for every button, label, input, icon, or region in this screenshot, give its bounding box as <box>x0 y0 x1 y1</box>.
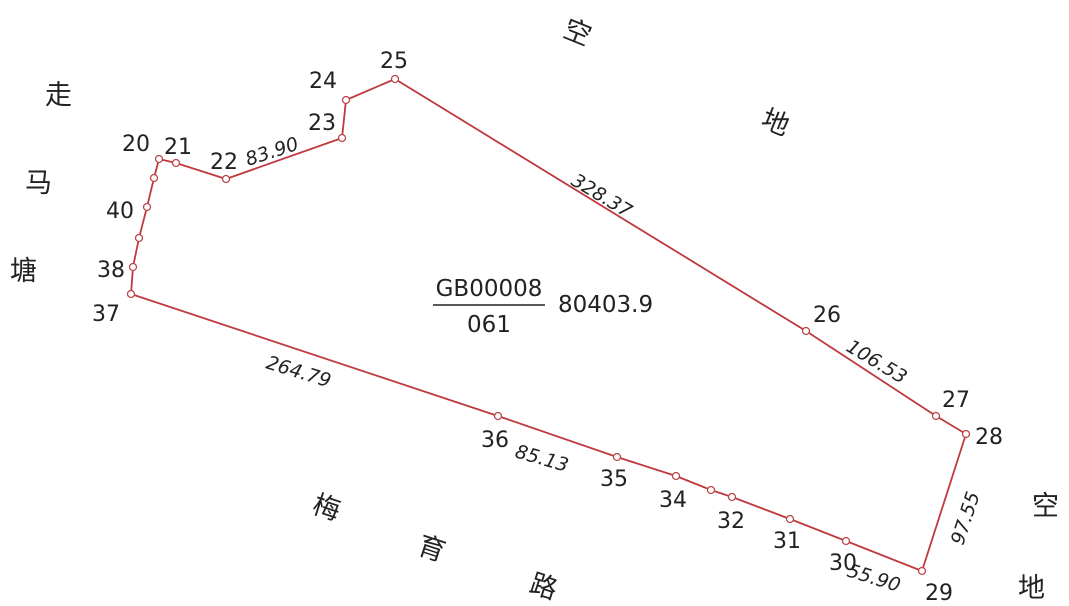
vertex-label-25: 25 <box>380 49 408 74</box>
vertex-label-31: 31 <box>773 529 801 554</box>
place-right-char-1: 空 <box>1032 491 1059 522</box>
vertex-markers <box>126 74 971 576</box>
vertex-marker-31 <box>785 514 795 524</box>
vertex-label-29: 29 <box>925 581 953 606</box>
vertex-marker-40 <box>142 202 152 212</box>
vertex-label-24: 24 <box>309 69 337 94</box>
edge-length-25-26: 328.37 <box>567 169 635 222</box>
vertex-label-20: 20 <box>122 132 150 157</box>
vertex-label-34: 34 <box>659 488 687 513</box>
vertex-marker-29 <box>917 566 927 576</box>
vertex-marker-35 <box>612 452 622 462</box>
parcel-number: 061 <box>467 312 511 338</box>
vertex-marker-24 <box>341 95 351 105</box>
vertex-labels: 20 21 22 23 24 25 26 27 28 29 30 31 32 3… <box>92 49 1003 606</box>
vertex-label-35: 35 <box>600 467 628 492</box>
vertex-label-30: 30 <box>829 551 857 576</box>
place-names: 走 马 塘 空 地 空 地 梅 育 路 <box>10 14 1059 606</box>
parcel-code: GB00008 <box>436 276 543 302</box>
place-top-char-1: 空 <box>559 14 596 53</box>
vertex-marker-30 <box>841 536 851 546</box>
edge-length-labels: 83.90 328.37 106.53 97.55 55.90 85.13 26… <box>243 133 985 597</box>
vertex-marker-38 <box>128 262 138 272</box>
vertex-label-27: 27 <box>942 388 970 413</box>
vertex-marker-39 <box>134 233 144 243</box>
vertex-marker-41 <box>149 173 159 183</box>
vertex-label-28: 28 <box>975 425 1003 450</box>
vertex-marker-33 <box>706 485 716 495</box>
vertex-marker-20 <box>154 154 164 164</box>
place-left-char-2: 马 <box>25 168 52 199</box>
edge-length-22-23: 83.90 <box>243 133 302 171</box>
vertex-marker-21 <box>171 158 181 168</box>
edge-length-35-36: 85.13 <box>513 441 571 477</box>
vertex-marker-28 <box>961 429 971 439</box>
vertex-marker-27 <box>931 411 941 421</box>
vertex-marker-22 <box>221 174 231 184</box>
vertex-label-40: 40 <box>106 199 134 224</box>
place-bottom-char-1: 梅 <box>309 489 344 527</box>
place-bottom-char-2: 育 <box>414 530 449 568</box>
parcel-area: 80403.9 <box>558 292 653 318</box>
vertex-label-21: 21 <box>164 135 192 160</box>
vertex-marker-26 <box>801 326 811 336</box>
parcel-annotation: GB00008 061 80403.9 <box>433 276 653 338</box>
vertex-label-22: 22 <box>210 150 238 175</box>
vertex-marker-37 <box>126 289 136 299</box>
place-left-char-3: 塘 <box>10 256 37 287</box>
vertex-label-37: 37 <box>92 302 120 327</box>
vertex-label-32: 32 <box>717 509 745 534</box>
vertex-label-26: 26 <box>813 303 841 328</box>
vertex-marker-23 <box>337 133 347 143</box>
vertex-marker-34 <box>671 471 681 481</box>
place-left-char-1: 走 <box>45 80 72 111</box>
vertex-label-38: 38 <box>97 258 125 283</box>
edge-length-28-29: 97.55 <box>947 489 985 548</box>
place-right-char-2: 地 <box>1018 573 1045 604</box>
vertex-marker-32 <box>727 492 737 502</box>
vertex-marker-36 <box>493 411 503 421</box>
vertex-label-23: 23 <box>308 111 336 136</box>
vertex-label-36: 36 <box>481 428 509 453</box>
place-top-char-2: 地 <box>757 104 794 143</box>
place-bottom-char-3: 路 <box>526 568 561 606</box>
edge-length-29-30: 55.90 <box>845 560 903 597</box>
vertex-marker-25 <box>390 74 400 84</box>
